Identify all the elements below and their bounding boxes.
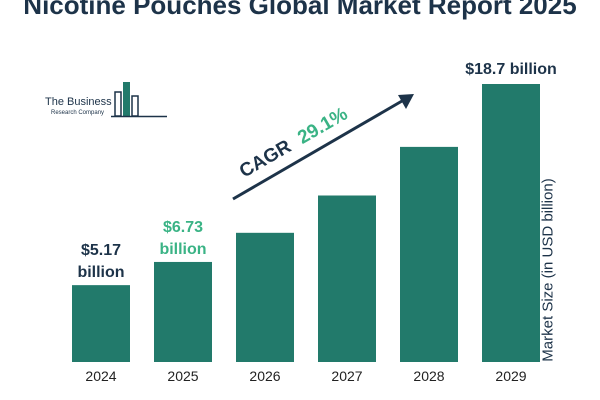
cagr-value: 29.1% [294, 104, 351, 149]
bar-2027 [318, 195, 376, 362]
bar-2026 [236, 232, 294, 362]
data-label-2029: $18.7 billion [465, 61, 557, 78]
x-tick-label-2028: 2028 [413, 368, 444, 384]
x-tick-label-2026: 2026 [249, 368, 280, 384]
chart-title: Nicotine Pouches Global Market Report 20… [23, 0, 577, 20]
cagr-arrow-line [232, 99, 403, 201]
bars [72, 84, 540, 362]
bar-2028 [400, 146, 458, 362]
data-label-2024: $5.17 [81, 242, 121, 259]
bar-2025 [154, 261, 212, 362]
data-label-2025: $6.73 [163, 219, 203, 236]
logo-text-line2: Research Company [51, 110, 105, 116]
logo-bars-icon [111, 82, 167, 118]
x-tick-label-2027: 2027 [331, 368, 362, 384]
y-axis-label: Market Size (in USD billion) [539, 178, 557, 362]
data-labels: $5.17 billion $6.73 billion $18.7 billion [77, 61, 556, 281]
company-logo: The Business Research Company [45, 80, 170, 120]
x-tick-labels: 2024 2025 2026 2027 2028 2029 [85, 368, 526, 384]
bar-2029 [482, 84, 540, 362]
cagr-annotation: CAGR 29.1% [232, 94, 414, 201]
svg-text:CAGR 29.1%: CAGR 29.1% [236, 104, 351, 183]
data-label-unit-2024: billion [77, 264, 124, 281]
x-tick-label-2025: 2025 [167, 368, 198, 384]
x-tick-label-2024: 2024 [85, 368, 116, 384]
x-tick-label-2029: 2029 [495, 368, 526, 384]
logo-text-line1: The Business [45, 96, 112, 108]
cagr-label: CAGR [236, 136, 295, 182]
bar-2024 [72, 285, 130, 362]
cagr-arrow-head-icon [398, 94, 414, 109]
data-label-unit-2025: billion [159, 241, 206, 258]
